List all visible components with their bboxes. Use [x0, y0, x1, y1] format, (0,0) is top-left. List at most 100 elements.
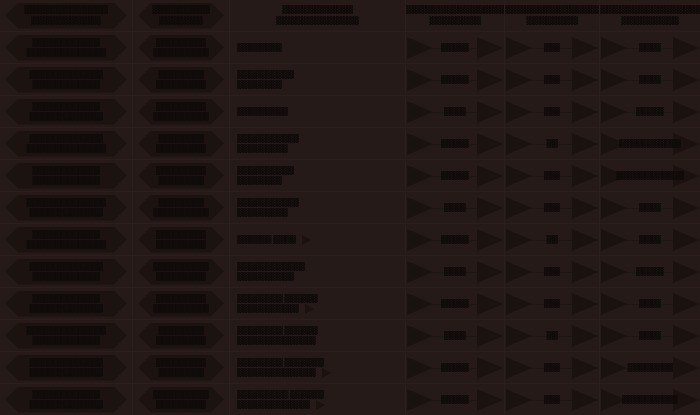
- table-cell[interactable]: ▓▓▓▓▓▓▓▓▓▓▓▓▓▓▓▓▓: [133, 64, 230, 96]
- table-cell[interactable]: ▓▓▓▓▓▓▓▓▓▓▓▓▓▓▓▓▓▓▓▓▓▓▓▓▓▓▓: [0, 192, 133, 224]
- table-cell[interactable]: ▓▓▓▓▓▓▓▓▓▓▓▓ ▓▓▓▓▓▓▓▓▓▓: [230, 256, 406, 288]
- table-cell[interactable]: ▓▓▓▓▓: [406, 384, 505, 415]
- left-arrow-icon[interactable]: [407, 260, 433, 283]
- ribbon-badge[interactable]: ▓▓▓▓▓▓▓▓▓▓▓▓▓▓▓▓▓: [138, 163, 224, 189]
- table-cell[interactable]: ▓▓▓▓: [406, 96, 505, 128]
- right-arrow-icon[interactable]: [572, 324, 598, 347]
- table-cell[interactable]: ▓▓▓▓▓▓▓▓▓▓▓▓▓▓▓▓▓▓▓▓▓▓▓▓▓▓: [0, 320, 133, 352]
- ribbon-badge[interactable]: ▓▓▓▓▓▓▓▓▓▓▓▓▓▓▓▓▓▓▓▓▓▓▓▓▓▓▓: [5, 131, 127, 157]
- table-cell[interactable]: ▓▓▓▓▓: [406, 352, 505, 384]
- table-cell[interactable]: ▓▓▓▓▓▓▓▓▓▓▓▓▓▓▓▓▓▓▓▓▓▓▓▓▓▓: [0, 224, 133, 256]
- table-cell[interactable]: ▓▓▓▓▓▓▓▓▓▓▓ ▓▓▓▓▓▓▓▓▓: [230, 192, 406, 224]
- right-arrow-icon[interactable]: [477, 196, 503, 219]
- table-cell[interactable]: ▓▓▓▓▓▓▓▓▓▓▓▓▓▓▓▓▓▓: [133, 224, 230, 256]
- table-cell[interactable]: ▓▓▓▓▓▓▓▓▓▓▓▓▓▓▓▓▓▓▓: [133, 384, 230, 415]
- table-cell[interactable]: ▓▓▓▓▓▓▓▓▓▓: [600, 384, 700, 415]
- ribbon-badge[interactable]: ▓▓▓▓▓▓▓▓▓▓▓▓▓▓▓▓▓▓▓▓▓▓▓▓: [5, 3, 127, 29]
- right-arrow-icon[interactable]: [477, 292, 503, 315]
- table-cell[interactable]: ▓▓▓▓▓▓ ▓▓▓▓: [230, 224, 406, 256]
- left-arrow-icon[interactable]: [407, 196, 433, 219]
- right-arrow-icon[interactable]: [477, 356, 503, 379]
- ribbon-badge[interactable]: ▓▓▓▓▓▓▓▓▓▓▓▓▓▓▓▓▓▓▓▓▓▓▓▓▓: [5, 259, 127, 285]
- table-cell[interactable]: ▓▓: [505, 320, 600, 352]
- table-cell[interactable]: ▓▓▓: [505, 192, 600, 224]
- table-cell[interactable]: ▓▓: [505, 224, 600, 256]
- right-arrow-icon[interactable]: [673, 292, 699, 315]
- ribbon-badge[interactable]: ▓▓▓▓▓▓▓▓▓▓▓▓▓▓▓▓▓▓▓▓▓▓▓▓: [5, 163, 127, 189]
- right-arrow-icon[interactable]: [673, 36, 699, 59]
- table-cell[interactable]: ▓▓▓▓▓▓▓▓▓ ▓▓▓▓▓▓ ▓▓▓▓▓▓▓▓▓▓▓▓▓: [230, 384, 406, 415]
- table-cell[interactable]: ▓▓▓▓▓▓▓▓▓: [230, 96, 406, 128]
- right-arrow-icon[interactable]: [477, 68, 503, 91]
- right-arrow-icon[interactable]: [477, 164, 503, 187]
- table-cell[interactable]: ▓▓▓: [505, 160, 600, 192]
- left-arrow-icon[interactable]: [407, 324, 433, 347]
- right-arrow-icon[interactable]: [572, 260, 598, 283]
- right-arrow-icon[interactable]: [572, 356, 598, 379]
- right-arrow-icon[interactable]: [673, 196, 699, 219]
- table-cell[interactable]: ▓▓▓▓▓: [406, 128, 505, 160]
- table-cell[interactable]: ▓▓▓▓▓▓▓▓ ▓▓▓▓▓▓▓ ▓▓▓▓▓▓▓▓▓▓▓▓▓▓: [230, 352, 406, 384]
- ribbon-badge[interactable]: ▓▓▓▓▓▓▓▓▓▓▓▓▓▓▓▓▓▓: [138, 195, 224, 221]
- table-cell[interactable]: ▓▓▓▓: [600, 320, 700, 352]
- left-arrow-icon[interactable]: [506, 36, 532, 59]
- left-arrow-icon[interactable]: [601, 292, 627, 315]
- right-arrow-icon[interactable]: [673, 164, 699, 187]
- table-cell[interactable]: ▓▓▓▓: [600, 192, 700, 224]
- table-cell[interactable]: ▓▓▓▓▓▓▓▓▓▓▓: [600, 128, 700, 160]
- right-arrow-icon[interactable]: [673, 260, 699, 283]
- table-cell[interactable]: ▓▓▓▓▓▓▓▓▓▓▓▓▓▓▓▓▓: [133, 320, 230, 352]
- left-arrow-icon[interactable]: [601, 68, 627, 91]
- ribbon-badge[interactable]: ▓▓▓▓▓▓▓▓▓▓▓▓▓▓▓▓▓▓▓▓▓▓▓▓▓▓▓: [5, 195, 127, 221]
- table-cell[interactable]: ▓▓▓▓▓▓▓▓▓▓▓ ▓▓▓▓▓▓▓▓▓: [230, 128, 406, 160]
- right-arrow-icon[interactable]: [477, 324, 503, 347]
- right-arrow-icon[interactable]: [477, 132, 503, 155]
- right-arrow-icon[interactable]: [673, 68, 699, 91]
- right-arrow-icon[interactable]: [477, 260, 503, 283]
- ribbon-badge[interactable]: ▓▓▓▓▓▓▓▓▓ ▓▓▓▓▓▓▓: [138, 3, 224, 29]
- right-arrow-icon[interactable]: [477, 388, 503, 411]
- ribbon-badge[interactable]: ▓▓▓▓▓▓▓▓▓▓▓▓▓▓▓▓▓▓▓▓▓▓▓▓▓: [5, 67, 127, 93]
- table-cell[interactable]: ▓▓▓▓▓▓▓▓▓▓▓▓▓▓▓▓▓▓▓: [133, 256, 230, 288]
- left-arrow-icon[interactable]: [506, 100, 532, 123]
- table-cell[interactable]: ▓▓▓: [505, 256, 600, 288]
- left-arrow-icon[interactable]: [506, 324, 532, 347]
- ribbon-badge[interactable]: ▓▓▓▓▓▓▓▓▓▓▓▓▓▓▓▓▓▓▓▓▓▓▓▓▓▓: [5, 355, 127, 381]
- right-arrow-icon[interactable]: [673, 356, 699, 379]
- table-cell[interactable]: ▓▓▓▓▓▓▓▓▓▓▓▓▓▓▓▓▓: [133, 128, 230, 160]
- right-arrow-icon[interactable]: [572, 164, 598, 187]
- table-cell[interactable]: ▓▓▓▓▓: [600, 96, 700, 128]
- right-arrow-icon[interactable]: [673, 100, 699, 123]
- table-cell[interactable]: ▓▓▓▓▓▓▓▓▓▓▓▓▓▓▓▓▓▓▓▓▓▓▓▓▓▓▓: [406, 0, 505, 32]
- left-arrow-icon[interactable]: [407, 164, 433, 187]
- ribbon-badge[interactable]: ▓▓▓▓▓▓▓▓▓▓▓▓▓▓▓▓▓▓▓: [138, 387, 224, 413]
- table-cell[interactable]: ▓▓▓▓▓▓▓▓ ▓▓▓▓▓▓ ▓▓▓▓▓▓▓▓▓▓▓: [230, 288, 406, 320]
- ribbon-badge[interactable]: ▓▓▓▓▓▓▓▓▓▓▓▓▓▓▓▓▓: [138, 355, 224, 381]
- ribbon-badge[interactable]: ▓▓▓▓▓▓▓▓▓▓▓▓▓▓▓▓▓▓▓: [138, 259, 224, 285]
- ribbon-badge[interactable]: ▓▓▓▓▓▓▓▓▓▓▓▓▓▓▓▓▓: [138, 323, 224, 349]
- ribbon-badge[interactable]: ▓▓▓▓▓▓▓▓▓▓▓▓▓▓▓▓▓▓▓▓▓▓▓▓▓: [5, 291, 127, 317]
- table-cell[interactable]: ▓▓▓: [505, 32, 600, 64]
- left-arrow-icon[interactable]: [601, 36, 627, 59]
- ribbon-badge[interactable]: ▓▓▓▓▓▓▓▓▓▓▓▓▓▓▓▓▓▓▓▓▓▓▓▓▓▓: [5, 35, 127, 61]
- table-cell[interactable]: ▓▓▓▓▓▓▓▓▓▓▓▓▓▓▓▓▓▓▓▓▓▓▓▓▓: [0, 96, 133, 128]
- left-arrow-icon[interactable]: [506, 132, 532, 155]
- left-arrow-icon[interactable]: [506, 228, 532, 251]
- left-arrow-icon[interactable]: [407, 292, 433, 315]
- table-cell[interactable]: ▓▓▓▓▓▓▓▓▓ ▓▓▓▓▓▓▓: [133, 0, 230, 32]
- ribbon-badge[interactable]: ▓▓▓▓▓▓▓▓▓▓▓▓▓▓▓▓▓▓▓: [138, 35, 224, 61]
- right-arrow-icon[interactable]: [572, 388, 598, 411]
- right-arrow-icon[interactable]: [477, 36, 503, 59]
- table-cell[interactable]: ▓▓▓▓▓: [406, 32, 505, 64]
- table-cell[interactable]: ▓▓▓▓: [600, 64, 700, 96]
- table-cell[interactable]: ▓▓▓: [505, 96, 600, 128]
- right-arrow-icon[interactable]: [673, 228, 699, 251]
- table-cell[interactable]: ▓▓▓: [505, 352, 600, 384]
- left-arrow-icon[interactable]: [601, 100, 627, 123]
- table-cell[interactable]: ▓▓▓▓▓▓▓▓: [600, 352, 700, 384]
- table-cell[interactable]: ▓▓▓▓▓▓▓▓▓▓▓▓▓▓▓▓▓▓▓▓▓▓▓▓▓▓: [0, 32, 133, 64]
- table-cell[interactable]: ▓▓▓▓▓: [406, 160, 505, 192]
- table-cell[interactable]: ▓▓▓▓▓▓▓▓▓▓▓▓▓▓▓▓▓▓▓: [133, 96, 230, 128]
- table-cell[interactable]: ▓▓▓▓▓▓▓▓▓▓▓▓▓▓▓▓▓: [133, 352, 230, 384]
- table-cell[interactable]: ▓▓▓▓▓▓▓▓▓▓▓▓▓▓▓▓▓▓▓▓▓▓▓▓: [0, 0, 133, 32]
